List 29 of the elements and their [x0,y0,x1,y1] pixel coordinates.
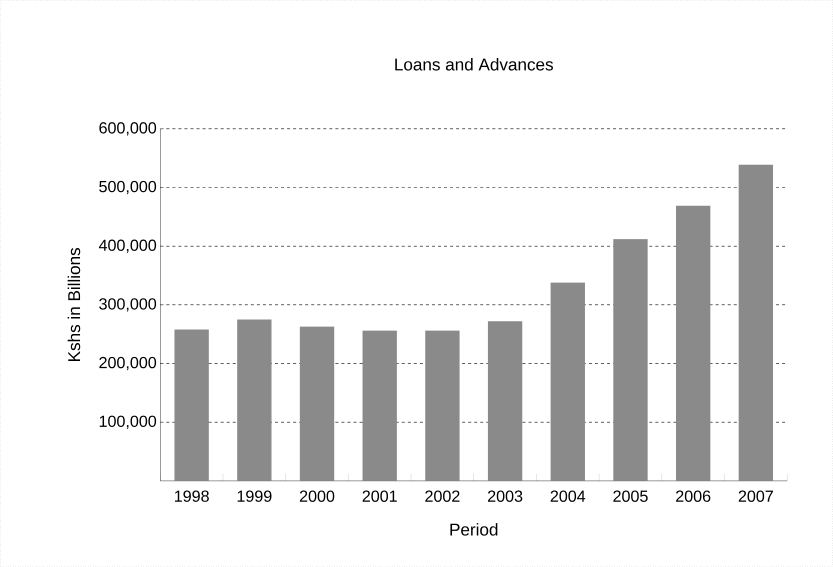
bar [362,330,397,482]
bar [174,330,209,482]
x-tick-label: 2000 [300,490,334,502]
x-axis-title: Period [450,523,498,536]
x-tick-label: 1999 [238,490,272,502]
chart-title: Loans and Advances [395,58,553,71]
bar [550,282,585,482]
x-tick-label: 2001 [362,490,397,502]
x-tick-label: 2004 [550,490,586,502]
y-tick-label: 200,000 [99,357,156,370]
bar [738,164,774,482]
y-axis-title: Kshs in Billions [68,248,80,362]
x-tick-label: 2002 [425,490,460,502]
x-tick-label: 2007 [738,490,773,502]
y-tick-label: 500,000 [99,180,156,194]
y-tick-label: 400,000 [98,240,156,253]
x-tick-label: 2006 [676,490,710,502]
y-tick-label: 300,000 [99,298,156,312]
x-tick-label: 2003 [488,490,522,502]
bar [300,326,334,482]
bar [425,330,460,482]
bar [613,239,648,482]
bar [676,206,710,482]
x-tick-label: 2005 [613,490,648,502]
bar [237,320,272,482]
x-tick-label: 1998 [174,490,209,502]
bar [488,321,522,482]
y-tick-label: 100,000 [100,416,156,429]
y-tick-label: 600,000 [99,122,156,136]
